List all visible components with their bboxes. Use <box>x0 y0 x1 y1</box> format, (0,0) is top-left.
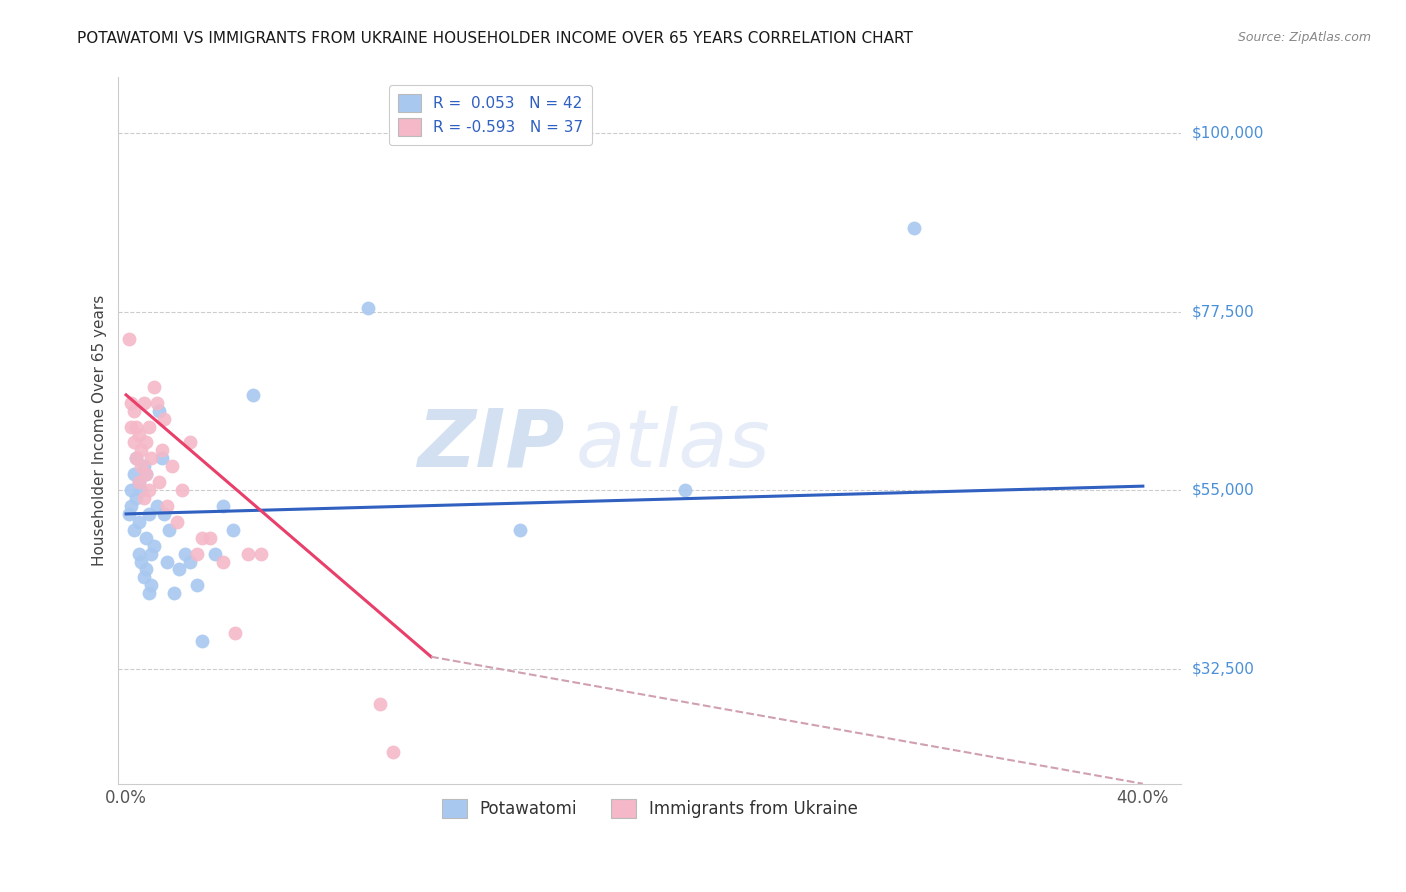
Point <box>131 555 153 569</box>
Point <box>125 419 148 434</box>
Text: $55,000: $55,000 <box>1192 483 1254 498</box>
Point <box>135 467 157 482</box>
Point <box>138 507 160 521</box>
Point <box>122 467 145 482</box>
Point <box>170 483 193 497</box>
Text: POTAWATOMI VS IMMIGRANTS FROM UKRAINE HOUSEHOLDER INCOME OVER 65 YEARS CORRELATI: POTAWATOMI VS IMMIGRANTS FROM UKRAINE HO… <box>77 31 914 46</box>
Text: atlas: atlas <box>575 406 770 483</box>
Point <box>186 547 208 561</box>
Point <box>143 380 166 394</box>
Point <box>509 523 531 537</box>
Point <box>145 396 167 410</box>
Point <box>141 547 163 561</box>
Point <box>224 626 246 640</box>
Point <box>138 586 160 600</box>
Point <box>179 435 201 450</box>
Point <box>132 459 155 474</box>
Point <box>166 515 188 529</box>
Text: Source: ZipAtlas.com: Source: ZipAtlas.com <box>1237 31 1371 45</box>
Point <box>903 221 925 235</box>
Text: $32,500: $32,500 <box>1192 661 1256 676</box>
Point <box>160 459 183 474</box>
Point <box>128 475 150 490</box>
Point <box>368 698 391 712</box>
Point <box>156 499 179 513</box>
Point <box>138 483 160 497</box>
Point <box>169 562 191 576</box>
Point <box>131 443 153 458</box>
Point <box>150 443 173 458</box>
Point <box>135 562 157 576</box>
Point <box>132 491 155 505</box>
Point <box>122 523 145 537</box>
Point <box>148 475 170 490</box>
Point <box>131 459 153 474</box>
Point <box>128 547 150 561</box>
Point <box>249 547 271 561</box>
Point <box>148 403 170 417</box>
Text: $100,000: $100,000 <box>1192 126 1264 141</box>
Point <box>117 332 139 346</box>
Point <box>132 396 155 410</box>
Point <box>242 388 264 402</box>
Point <box>120 499 142 513</box>
Point <box>186 578 208 592</box>
Text: $77,500: $77,500 <box>1192 304 1254 319</box>
Point <box>673 483 696 497</box>
Point <box>135 467 157 482</box>
Point <box>198 531 221 545</box>
Point <box>222 523 245 537</box>
Point <box>236 547 259 561</box>
Point <box>117 507 139 521</box>
Point <box>138 419 160 434</box>
Point <box>381 745 404 759</box>
Y-axis label: Householder Income Over 65 years: Householder Income Over 65 years <box>93 295 107 566</box>
Point <box>125 451 148 466</box>
Point <box>156 555 179 569</box>
Point <box>179 555 201 569</box>
Point <box>191 531 214 545</box>
Point <box>356 301 378 315</box>
Point <box>153 411 176 425</box>
Point <box>157 523 180 537</box>
Point <box>122 435 145 450</box>
Point <box>128 475 150 490</box>
Point <box>173 547 195 561</box>
Text: ZIP: ZIP <box>418 406 565 483</box>
Point <box>125 491 148 505</box>
Point <box>128 427 150 442</box>
Point <box>145 499 167 513</box>
Point <box>135 435 157 450</box>
Point <box>135 531 157 545</box>
Point <box>120 483 142 497</box>
Point <box>153 507 176 521</box>
Point <box>211 555 233 569</box>
Point <box>211 499 233 513</box>
Point <box>191 633 214 648</box>
Point <box>131 483 153 497</box>
Point <box>120 396 142 410</box>
Point <box>204 547 226 561</box>
Point <box>128 515 150 529</box>
Point <box>150 451 173 466</box>
Point <box>141 578 163 592</box>
Point <box>125 451 148 466</box>
Point <box>120 419 142 434</box>
Point <box>143 539 166 553</box>
Legend: Potawatomi, Immigrants from Ukraine: Potawatomi, Immigrants from Ukraine <box>434 792 865 825</box>
Point <box>122 403 145 417</box>
Point <box>132 570 155 584</box>
Point <box>163 586 186 600</box>
Point <box>141 451 163 466</box>
